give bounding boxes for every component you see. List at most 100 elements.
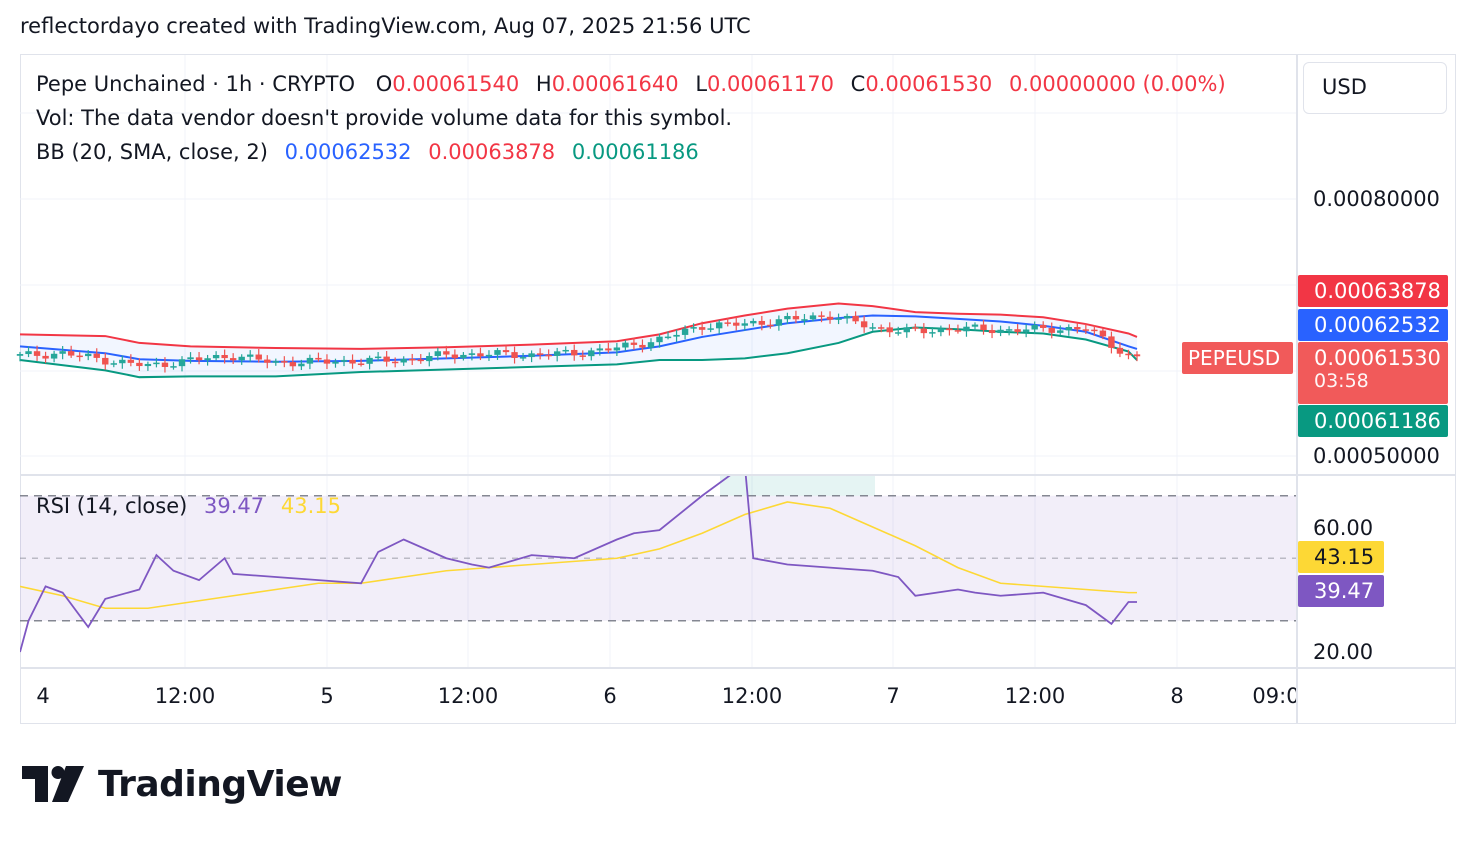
candle-body [460,354,467,359]
candle-body [306,357,314,364]
candle-body [997,329,1004,334]
rsi-ma-badge: 43.15 [1298,541,1384,573]
candle-body [809,315,817,320]
candle-body [630,342,638,345]
candle-body [1031,324,1038,330]
candle-body [835,318,842,320]
candle-body [502,350,510,353]
legend-volume: Vol: The data vendor doesn't provide vol… [36,106,733,130]
legend-ohlc: Pepe Unchained · 1h · CRYPTO O0.00061540… [36,72,1226,96]
rsi-ma-line [20,501,1137,610]
legend-bb-lower: 0.00061186 [571,140,699,164]
candle-body [67,351,75,356]
candle-body [622,342,629,348]
candle-body [417,359,424,362]
candle-body [784,316,791,320]
candle-body [1065,327,1072,331]
bb-basis-badge: 0.00062532 [1298,309,1448,341]
candle-body [792,316,800,320]
candle-body [485,354,493,357]
candle-body [1048,327,1055,333]
candle-body [136,362,143,367]
candle-body [264,359,271,363]
candle-body [144,363,152,367]
candle-body [639,344,646,348]
candle-body [187,357,194,360]
candle-body [25,351,32,355]
legend-rsi-value: 39.47 [204,494,265,518]
candle-body [912,327,919,329]
candle-body [929,332,936,334]
candle-body [1116,347,1124,354]
candle-body [195,357,203,361]
candle-body [127,359,135,363]
candle-body [161,362,169,367]
candle-body [903,327,910,333]
candle-body [204,358,211,361]
candle-body [843,315,851,319]
candle-body [281,361,288,363]
candle-body [963,326,970,332]
candle-body [50,353,58,359]
candle-body [801,319,808,321]
tradingview-logo-icon [22,766,84,802]
time-tick: 12:00 [1004,684,1066,708]
legend-o-label: O [375,72,393,96]
candle-body [775,319,783,326]
candle-body [374,356,382,359]
candle-body [468,353,476,355]
legend-c-value: 0.00061530 [865,72,993,96]
time-tick: 09:0 [1252,684,1296,708]
candle-body [698,327,706,330]
candle-body [383,356,390,362]
candle-body [826,316,834,320]
chart-frame [20,54,1456,724]
candle-body [562,349,569,352]
candle-body [1125,353,1132,356]
currency-selector[interactable]: USD [1303,62,1447,114]
candle-body [895,332,902,334]
candle-body [886,327,893,333]
candle-body [323,359,331,364]
candle-body [443,351,450,355]
legend-rsi-label: RSI (14, close) [36,494,188,518]
candle-body [1099,330,1107,337]
candle-body [434,351,442,356]
candle-body [1040,324,1047,328]
time-tick: 4 [36,684,50,708]
legend-bb-label: BB (20, SMA, close, 2) [36,140,268,164]
legend-bb-basis: 0.00062532 [284,140,412,164]
rsi-band-area [20,495,1296,621]
candle-body [426,355,433,362]
time-tick: 5 [320,684,334,708]
legend-c-label: C [850,72,866,96]
legend-h-value: 0.00061640 [551,72,679,96]
candle-body [451,354,459,359]
rsi-overbought-fill [720,476,875,496]
legend-l-label: L [695,72,708,96]
bb-lower-badge: 0.00061186 [1298,405,1448,437]
candle-body [741,323,748,326]
legend-bb-upper: 0.00063878 [428,140,556,164]
candle-body [42,355,49,359]
tradingview-logo-text: TradingView [98,763,342,805]
candle-body [298,363,305,367]
candle-body [221,355,228,359]
time-tick: 12:00 [437,684,499,708]
candle-body [59,351,66,354]
candle-body [357,363,365,366]
candle-body [647,342,655,348]
candle-body [818,315,825,317]
rsi-tick: 60.00 [1313,516,1374,540]
rsi-lines [20,476,1137,653]
last-price-value: 0.00061530 [1314,346,1441,370]
candle-body [85,353,92,357]
candle-body [33,351,41,356]
bb-upper-badge: 0.00063878 [1298,275,1448,307]
time-tick: 6 [603,684,617,708]
candle-body [477,353,484,357]
candle-body [971,324,979,327]
legend-bb: BB (20, SMA, close, 2) 0.00062532 0.0006… [36,140,699,164]
bb-band-fill [20,303,1137,378]
